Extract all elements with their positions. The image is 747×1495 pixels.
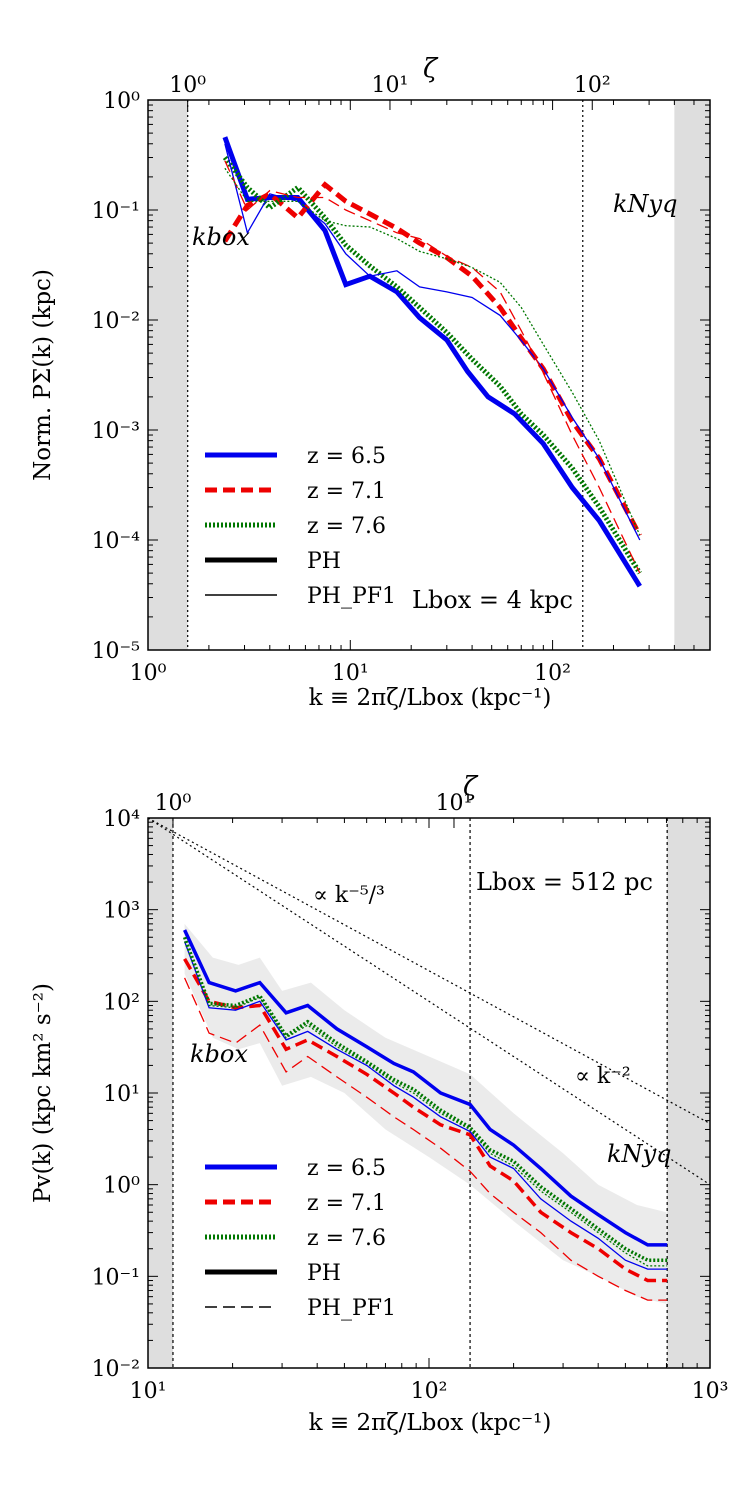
bottom-reference-lines (148, 818, 710, 1186)
bottom-lbox-annotation: Lbox = 512 pc (476, 868, 653, 896)
y-tick-label: 10⁰ (103, 1174, 140, 1199)
zeta-tick-label: 10¹ (372, 73, 409, 98)
legend-label: PH_PF1 (307, 584, 396, 609)
series-line-PH-0 (183, 929, 668, 1247)
bottom-axis-zeta-label: ζ (463, 772, 479, 802)
y-tick-label: 10⁻² (92, 1357, 140, 1382)
legend-label: PH (307, 549, 341, 574)
bottom-x-axis-label: k ≡ 2πζ/Lbox (kpc⁻¹) (309, 1410, 552, 1436)
y-tick-label: 10² (103, 990, 140, 1015)
reference-line-1 (148, 818, 710, 1186)
series-line-PH_PF1-3 (183, 941, 668, 1270)
y-tick-label: 10⁻² (92, 309, 140, 334)
x-tick-label: 10¹ (130, 1379, 167, 1404)
bottom-ref-label-k2: ∝ k⁻² (575, 1064, 631, 1089)
bottom-y-axis-label: Pv(k) (kpc km² s⁻²) (30, 983, 56, 1203)
top-y-axis-label: Norm. PΣ(k) (kpc) (30, 269, 56, 481)
top-x-axis-label: k ≡ 2πζ/Lbox (kpc⁻¹) (309, 685, 552, 711)
legend-label: PH (307, 1261, 341, 1286)
bottom-ref-label-k53: ∝ k⁻⁵/³ (313, 883, 385, 908)
y-tick-label: 10⁻¹ (92, 1265, 140, 1290)
zeta-tick-label: 10² (574, 73, 611, 98)
bottom-vertical-lines (172, 818, 668, 1368)
bottom-plot-area (148, 818, 710, 1368)
bottom-ticks: 10¹ 10² 10³ 10⁻² 10⁻¹ 10⁰ 10¹ 10² 10³ 10⁴ 10⁰ 10¹ (92, 791, 729, 1404)
series-line-PH_PF1-4 (224, 160, 641, 574)
top-vertical-lines (187, 100, 584, 650)
top-kbox-label: kbox (192, 223, 250, 251)
legend-label: z = 7.6 (307, 514, 386, 539)
legend-label: z = 6.5 (307, 444, 386, 469)
y-tick-label: 10⁰ (103, 89, 140, 114)
y-tick-label: 10⁻³ (92, 419, 140, 444)
x-tick-label: 10² (411, 1379, 448, 1404)
series-line-PH-1 (183, 958, 668, 1283)
zeta-tick-label: 10¹ (436, 791, 473, 816)
y-tick-label: 10⁻⁴ (92, 529, 141, 554)
bottom-panel: 10¹ 10² 10³ 10⁻² 10⁻¹ 10⁰ 10¹ 10² 10³ 10⁴ 10⁰ 10¹ ζ… (30, 772, 728, 1436)
y-tick-label: 10³ (103, 899, 140, 924)
legend-label: z = 7.6 (307, 1226, 386, 1251)
x-tick-label: 10⁰ (130, 661, 167, 686)
y-tick-label: 10⁴ (103, 807, 140, 832)
top-plot-area (187, 100, 643, 650)
legend-label: z = 6.5 (307, 1156, 386, 1181)
top-axes-frame (147, 99, 711, 651)
y-tick-label: 10¹ (103, 1082, 140, 1107)
series-line-PH_PF1-3 (224, 143, 641, 541)
bottom-legend: z = 6.5 z = 7.1 z = 7.6 PH PH_PF1 (205, 1156, 396, 1321)
series-line-PH_PF1-5 (224, 167, 641, 536)
top-knyq-label: kNyq (613, 190, 677, 218)
top-series (222, 136, 643, 588)
top-lbox-annotation: Lbox = 4 kpc (412, 586, 573, 614)
top-shading (148, 100, 710, 650)
series-line-PH-2 (182, 936, 668, 1262)
bottom-kbox-label: kbox (190, 1040, 248, 1068)
bottom-knyq-label: kNyq (607, 1140, 671, 1168)
legend-label: z = 7.1 (307, 479, 386, 504)
zeta-tick-label: 10⁰ (169, 73, 206, 98)
series-line-PH-2 (222, 156, 642, 575)
legend-label: PH_PF1 (307, 1296, 396, 1321)
x-tick-label: 10¹ (332, 661, 369, 686)
y-tick-label: 10⁻⁵ (92, 639, 140, 664)
bottom-series (182, 929, 668, 1301)
y-tick-label: 10⁻¹ (92, 199, 140, 224)
x-tick-label: 10² (534, 661, 571, 686)
top-ticks: 10⁰ 10¹ 10² 10⁻⁵ 10⁻⁴ 10⁻³ 10⁻² 10⁻¹ 10⁰ 10⁰ 10¹ 10… (92, 73, 711, 686)
x-tick-label: 10³ (692, 1379, 729, 1404)
top-axis-zeta-label: ζ (423, 54, 439, 84)
shade-right (674, 100, 710, 650)
legend-label: z = 7.1 (307, 1191, 386, 1216)
series-line-PH-1 (222, 181, 643, 537)
top-legend: z = 6.5 z = 7.1 z = 7.6 PH PH_PF1 (205, 444, 396, 609)
shade-left (148, 100, 188, 650)
series-line-PH-0 (222, 136, 642, 588)
reference-line-0 (148, 818, 710, 1125)
zeta-tick-label: 10⁰ (155, 791, 192, 816)
series-line-PH_PF1-4 (184, 977, 668, 1301)
series-line-PH_PF1-5 (183, 941, 668, 1267)
top-panel: 10⁰ 10¹ 10² 10⁻⁵ 10⁻⁴ 10⁻³ 10⁻² 10⁻¹ 10⁰ 10⁰ 10¹ 10… (30, 54, 711, 711)
